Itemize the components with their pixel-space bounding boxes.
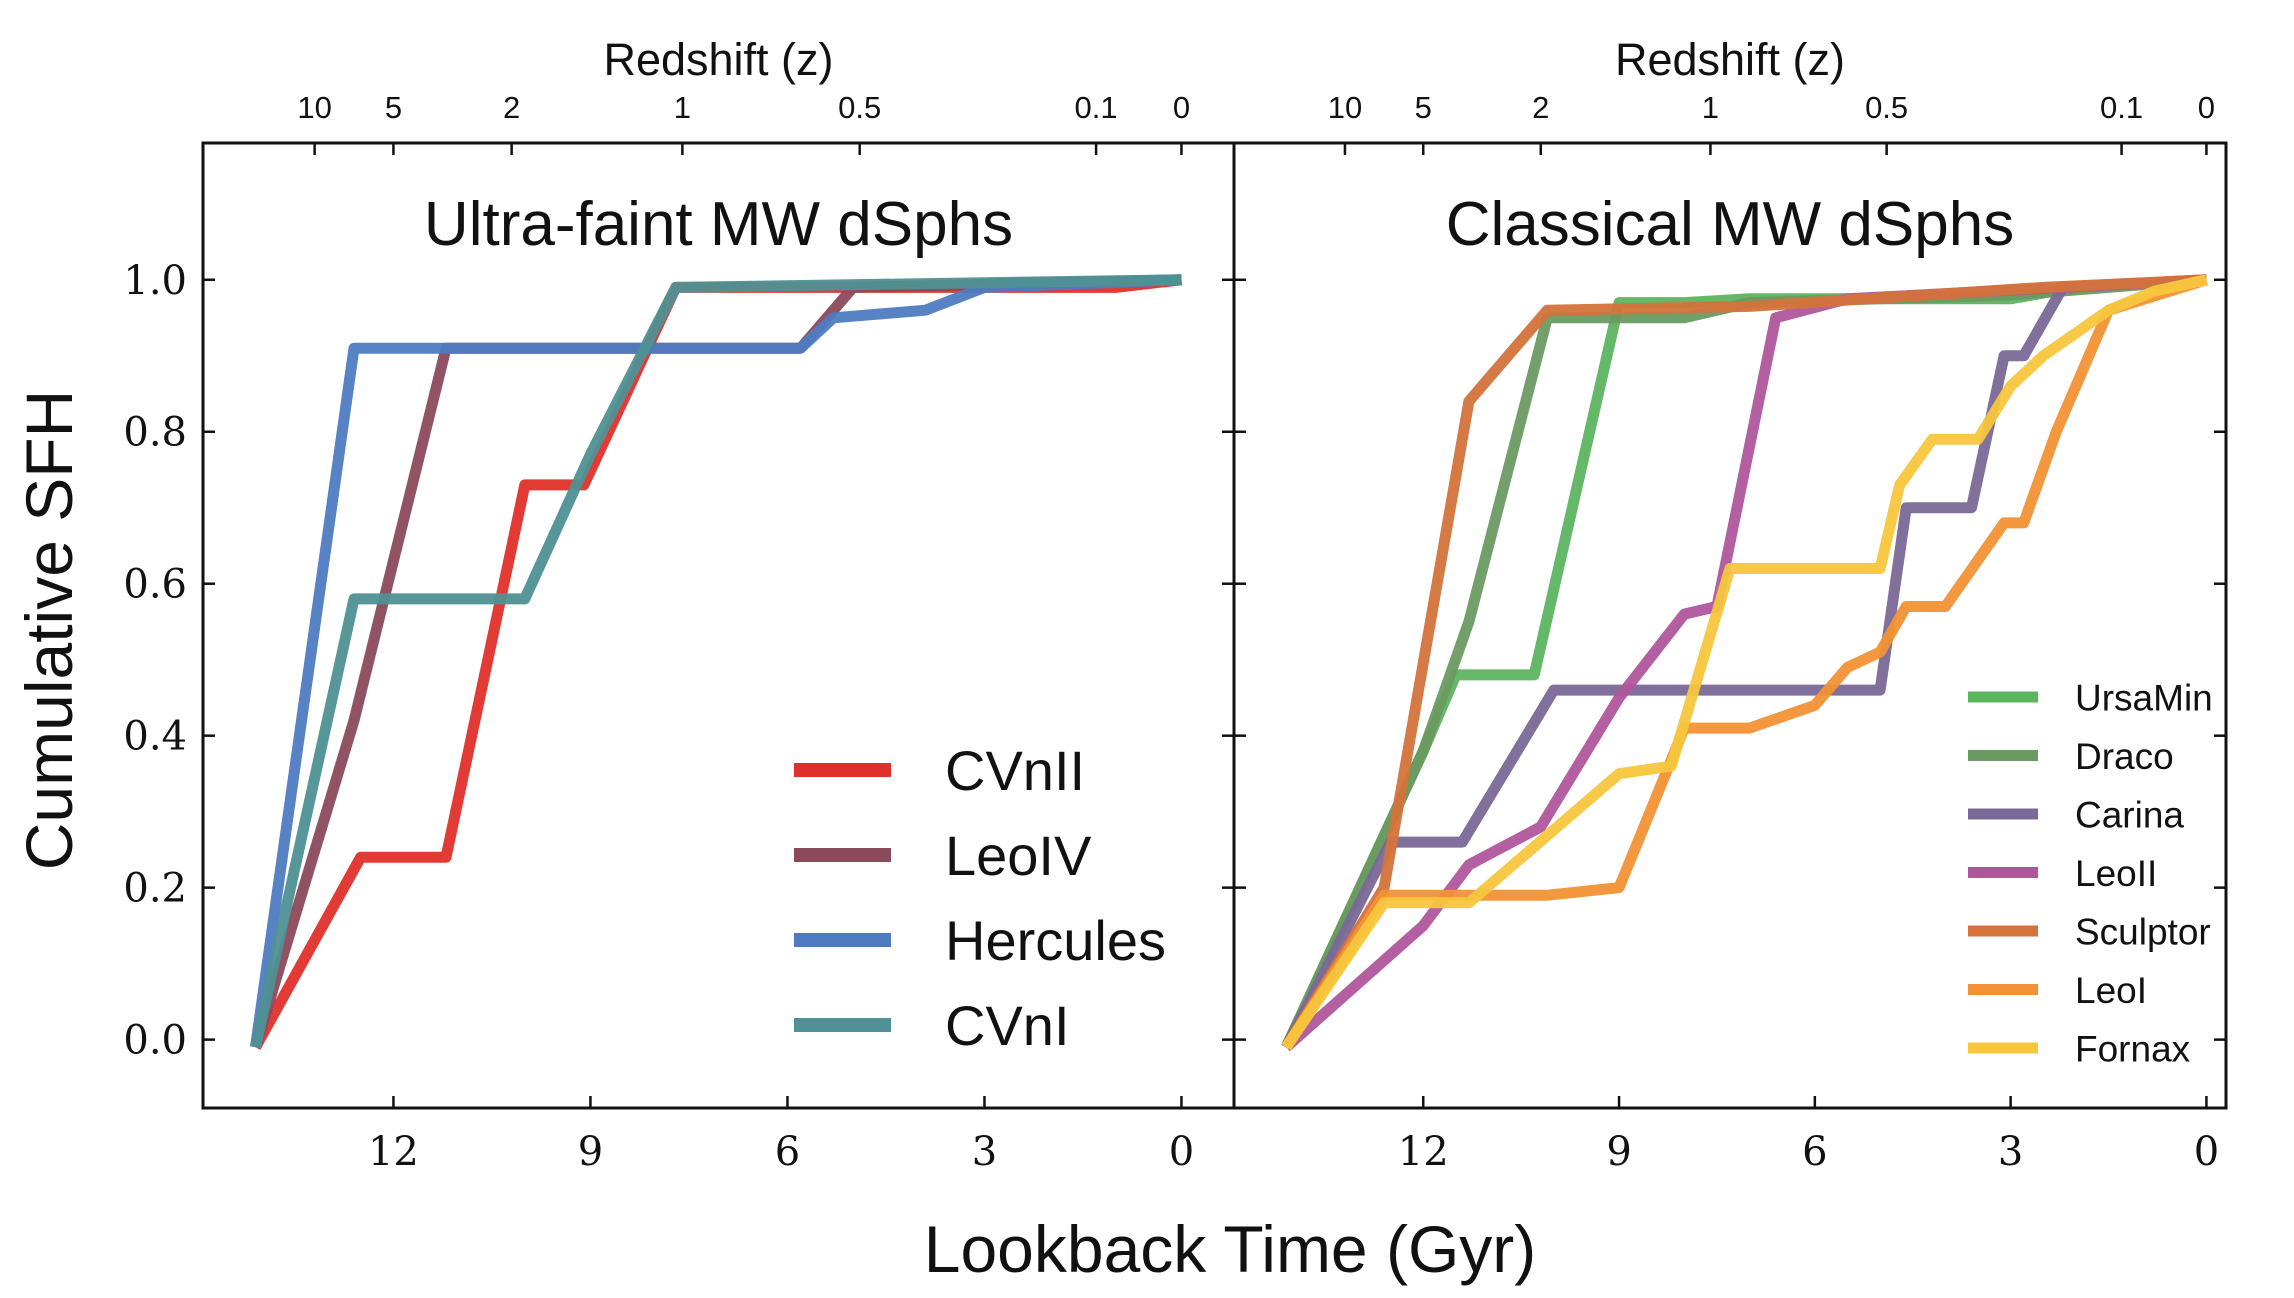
- panel-2-series-sculptor: [1281, 274, 2207, 1051]
- panel-2-legend-label-leoi: LeoI: [2075, 970, 2147, 1011]
- panel-2-frame: [1232, 141, 2228, 1110]
- panel-2-top-tick-label: 2: [1532, 90, 1549, 125]
- panel-1-x-tick-label: 9: [578, 1129, 603, 1175]
- panel-1-y-tick-label: 0.6: [123, 562, 187, 608]
- panel-1-y-tick-label: 0.0: [123, 1018, 187, 1064]
- panel-2-legend-label-fornax: Fornax: [2075, 1028, 2191, 1069]
- panel-1-title: Ultra-faint MW dSphs: [424, 190, 1013, 259]
- panel-2-top-tick-label: 0.5: [1865, 90, 1908, 125]
- panel-2-top-tick-label: 5: [1415, 90, 1432, 125]
- panel-2-title: Classical MW dSphs: [1446, 190, 2014, 259]
- x-axis-label: Lookback Time (Gyr): [924, 1212, 1537, 1286]
- panel-1-legend-label-hercules: Hercules: [945, 909, 1166, 972]
- panel-1-legend-label-cvni: CVnI: [945, 994, 1070, 1057]
- panel-2-top-tick-label: 0.1: [2100, 90, 2143, 125]
- panel-1-x-tick-label: 3: [972, 1129, 997, 1175]
- panel-2-x-tick-label: 3: [1998, 1129, 2023, 1175]
- panel-2-legend-label-sculptor: Sculptor: [2075, 911, 2211, 952]
- panel-2-top-axis-label: Redshift (z): [1615, 34, 1845, 85]
- panel-1-x-tick-label: 12: [368, 1129, 419, 1175]
- panel-1-top-tick-label: 0.5: [838, 90, 881, 125]
- panel-1-y-tick-label: 0.4: [123, 714, 187, 760]
- panel-1-x-tick-label: 0: [1169, 1129, 1194, 1175]
- panel-2-x-tick-label: 6: [1802, 1129, 1827, 1175]
- panel-2-legend-label-draco: Draco: [2075, 736, 2174, 777]
- panel-2-legend-label-carina: Carina: [2075, 794, 2184, 835]
- panel-2-top-tick-label: 1: [1702, 90, 1719, 125]
- panel-1-top-tick-label: 2: [503, 90, 520, 125]
- panel-1-top-tick-label: 10: [297, 90, 331, 125]
- panel-1-top-tick-label: 0: [1173, 90, 1190, 125]
- panel-1-top-tick-label: 5: [385, 90, 402, 125]
- panel-2-series-leoi: [1281, 274, 2209, 1051]
- panel-1-y-tick-label: 0.2: [123, 866, 187, 912]
- classical-panel: 12 9 6 3 0 10 5 2 1 0.5 0.1 0 Redshift (z) Classical …: [1232, 34, 2228, 1175]
- ultra-faint-panel: 12 9 6 3 0 10 5 2 1 0.5 0.1 0 Redshift (z) 0.0 0.2 0.4 0…: [123, 34, 1236, 1175]
- panel-2-series-fornax: [1281, 274, 2208, 1051]
- panel-1-top-tick-label: 1: [674, 90, 691, 125]
- panel-2-x-tick-label: 12: [1398, 1129, 1449, 1175]
- panel-2-top-tick-label: 0: [2198, 90, 2215, 125]
- panel-2-x-tick-label: 0: [2194, 1129, 2219, 1175]
- panel-1-y-tick-label: 1.0: [123, 258, 187, 304]
- panel-2-x-tick-label: 9: [1606, 1129, 1631, 1175]
- y-axis-label: Cumulative SFH: [12, 390, 86, 870]
- panel-2-top-tick-label: 10: [1328, 90, 1362, 125]
- panel-1-top-axis-label: Redshift (z): [603, 34, 833, 85]
- panel-1-series-cvni: [250, 274, 1182, 1049]
- panel-1-legend-label-cvnii: CVnII: [945, 739, 1085, 802]
- panel-1-top-tick-label: 0.1: [1075, 90, 1118, 125]
- panel-1-y-tick-label: 0.8: [123, 410, 187, 456]
- panel-2-legend-label-leoii: LeoII: [2075, 853, 2157, 894]
- panel-1-legend-label-leoiv: LeoIV: [945, 824, 1092, 887]
- panel-2-series-carina: [1281, 274, 2207, 1050]
- panel-1-x-tick-label: 6: [775, 1129, 800, 1175]
- panel-2-legend-label-ursamin: UrsaMin: [2075, 677, 2213, 718]
